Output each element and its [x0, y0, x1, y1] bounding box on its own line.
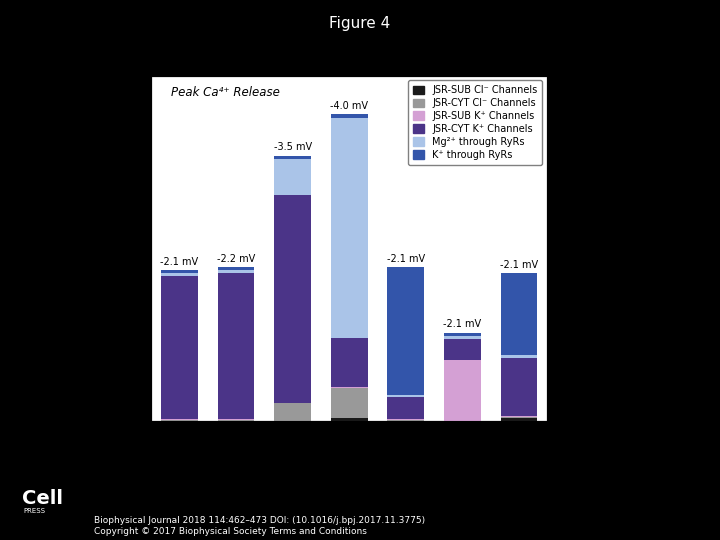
- Bar: [330, 388, 368, 418]
- Bar: [217, 267, 254, 271]
- Bar: [500, 357, 537, 416]
- Bar: [387, 395, 424, 397]
- Text: -2.1 mV: -2.1 mV: [444, 320, 482, 329]
- Text: -4.0 mV: -4.0 mV: [330, 101, 368, 111]
- Bar: [444, 339, 481, 360]
- Bar: [161, 270, 198, 273]
- Text: -3.5 mV: -3.5 mV: [274, 143, 312, 152]
- Bar: [444, 333, 481, 336]
- Bar: [161, 420, 198, 421]
- Bar: [500, 416, 537, 417]
- Bar: [387, 267, 424, 395]
- Bar: [444, 360, 481, 421]
- Bar: [500, 273, 537, 355]
- Text: -2.1 mV: -2.1 mV: [500, 260, 538, 269]
- Bar: [161, 273, 198, 275]
- Bar: [217, 271, 254, 273]
- Legend: JSR-SUB Cl⁻ Channels, JSR-CYT Cl⁻ Channels, JSR-SUB K⁺ Channels, JSR-CYT K⁺ Chan: JSR-SUB Cl⁻ Channels, JSR-CYT Cl⁻ Channe…: [408, 80, 542, 165]
- Bar: [330, 338, 368, 387]
- Text: Biophysical Journal 2018 114:462–473 DOI: (10.1016/j.bpj.2017.11.3775): Biophysical Journal 2018 114:462–473 DOI…: [94, 516, 425, 525]
- Bar: [330, 387, 368, 388]
- Bar: [330, 118, 368, 338]
- Bar: [274, 156, 311, 159]
- Bar: [161, 275, 198, 419]
- Bar: [217, 419, 254, 420]
- Bar: [330, 114, 368, 118]
- Bar: [500, 418, 537, 421]
- Bar: [444, 336, 481, 339]
- Bar: [161, 419, 198, 420]
- Text: Cell: Cell: [22, 489, 63, 508]
- Bar: [387, 397, 424, 419]
- Y-axis label: Charges moved (thousands): Charges moved (thousands): [112, 170, 122, 327]
- Bar: [274, 159, 311, 195]
- Bar: [387, 420, 424, 421]
- Bar: [500, 355, 537, 357]
- Text: -2.1 mV: -2.1 mV: [161, 256, 199, 267]
- Text: -2.2 mV: -2.2 mV: [217, 254, 255, 264]
- Text: Peak Ca⁴⁺ Release: Peak Ca⁴⁺ Release: [171, 86, 280, 99]
- Bar: [330, 418, 368, 421]
- Bar: [217, 420, 254, 421]
- Bar: [500, 417, 537, 418]
- Text: Figure 4: Figure 4: [329, 16, 391, 31]
- Bar: [274, 403, 311, 421]
- Bar: [387, 419, 424, 420]
- Y-axis label: Percent of total countercurrent: Percent of total countercurrent: [588, 163, 598, 334]
- Text: Copyright © 2017 Biophysical Society Terms and Conditions: Copyright © 2017 Biophysical Society Ter…: [94, 526, 366, 536]
- Text: -2.1 mV: -2.1 mV: [387, 253, 425, 264]
- Bar: [274, 195, 311, 403]
- Bar: [217, 273, 254, 419]
- Text: PRESS: PRESS: [24, 508, 46, 514]
